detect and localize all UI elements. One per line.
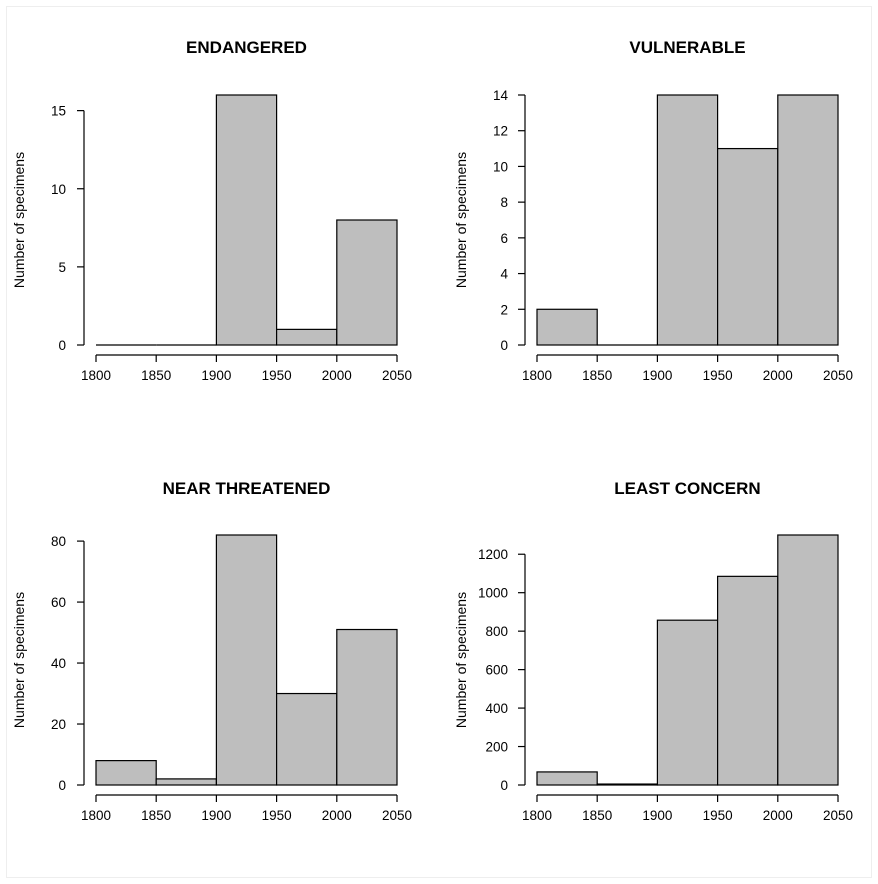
x-tick-label: 1950 — [262, 368, 292, 383]
y-tick-label: 6 — [500, 231, 508, 246]
panel-least-concern: LEAST CONCERN 1800 1850 1900 1950 2000 2050 0 20… — [453, 479, 853, 823]
y-axis-label: Number of specimens — [453, 592, 469, 728]
histogram-bar — [276, 692, 338, 786]
y-tick-label: 800 — [485, 624, 508, 639]
y-tick-label: 20 — [51, 717, 66, 732]
x-tick-label: 2050 — [382, 808, 412, 823]
y-axis-label: Number of specimens — [11, 152, 27, 288]
y-axis-label: Number of specimens — [11, 592, 27, 728]
y-tick-label: 600 — [485, 663, 508, 678]
x-tick-label: 2000 — [322, 808, 352, 823]
x-tick-label: 1900 — [201, 808, 231, 823]
y-tick-label: 5 — [58, 260, 66, 275]
chart-title: LEAST CONCERN — [614, 479, 760, 498]
y-tick-label: 10 — [493, 159, 508, 174]
x-tick-label: 1800 — [522, 808, 552, 823]
y-axis-label: Number of specimens — [453, 152, 469, 288]
histogram-bar — [215, 534, 278, 786]
y-tick-label: 0 — [58, 778, 66, 793]
histogram-bar — [215, 94, 278, 346]
panel-near-threatened: NEAR THREATENED 1800 1850 1900 1950 2000 2050 0… — [11, 479, 412, 823]
x-tick-label: 1850 — [141, 368, 171, 383]
x-tick-label: 1950 — [703, 808, 733, 823]
histogram-bar — [276, 328, 338, 346]
panel-endangered: ENDANGERED 1800 1850 1900 1950 2000 2050 0 5 10 15… — [11, 38, 412, 383]
y-tick-label: 60 — [51, 595, 66, 610]
x-tick-label: 2050 — [382, 368, 412, 383]
y-tick-label: 80 — [51, 534, 66, 549]
x-tick-label: 1850 — [141, 808, 171, 823]
histogram-bar — [336, 219, 398, 346]
y-tick-label: 1000 — [478, 586, 508, 601]
x-tick-label: 1950 — [262, 808, 292, 823]
histogram-bar — [155, 778, 217, 786]
histogram-bar — [656, 94, 719, 346]
y-tick-label: 0 — [500, 338, 508, 353]
y-tick-label: 14 — [493, 88, 509, 103]
histogram-bar — [536, 308, 598, 346]
x-tick-label: 2000 — [763, 368, 793, 383]
x-tick-label: 2050 — [823, 368, 853, 383]
histogram-bar — [336, 628, 398, 786]
histogram-bar — [777, 534, 839, 786]
x-tick-label: 1800 — [522, 368, 552, 383]
y-tick-label: 12 — [493, 124, 508, 139]
y-tick-label: 200 — [485, 740, 508, 755]
histogram-bar — [777, 94, 839, 346]
y-tick-label: 8 — [500, 195, 508, 210]
chart-title: NEAR THREATENED — [163, 479, 331, 498]
chart-title: VULNERABLE — [629, 38, 745, 57]
x-tick-label: 2050 — [823, 808, 853, 823]
y-tick-label: 4 — [500, 267, 508, 282]
histogram-bar — [95, 760, 157, 786]
histogram-bar — [656, 619, 719, 786]
histogram-bar — [716, 575, 779, 786]
y-tick-label: 0 — [58, 338, 66, 353]
y-tick-label: 15 — [51, 104, 66, 119]
x-tick-label: 1800 — [81, 368, 111, 383]
x-tick-label: 1900 — [201, 368, 231, 383]
x-tick-label: 2000 — [322, 368, 352, 383]
panel-vulnerable: VULNERABLE 1800 1850 1900 1950 2000 2050 0 2 4 6 8 1… — [453, 38, 853, 383]
x-tick-label: 1850 — [582, 808, 612, 823]
y-tick-label: 400 — [485, 701, 508, 716]
x-tick-label: 1900 — [642, 368, 672, 383]
x-tick-label: 1900 — [642, 808, 672, 823]
y-tick-label: 1200 — [478, 547, 508, 562]
y-tick-label: 2 — [500, 302, 508, 317]
y-tick-label: 40 — [51, 656, 66, 671]
y-tick-label: 10 — [51, 182, 66, 197]
x-tick-label: 2000 — [763, 808, 793, 823]
histogram-bar — [596, 783, 659, 786]
chart-title: ENDANGERED — [186, 38, 307, 57]
x-tick-label: 1850 — [582, 368, 612, 383]
x-tick-label: 1800 — [81, 808, 111, 823]
x-tick-label: 1950 — [703, 368, 733, 383]
histogram-bar — [536, 771, 598, 786]
y-tick-label: 0 — [500, 778, 508, 793]
histogram-bar — [716, 147, 779, 346]
